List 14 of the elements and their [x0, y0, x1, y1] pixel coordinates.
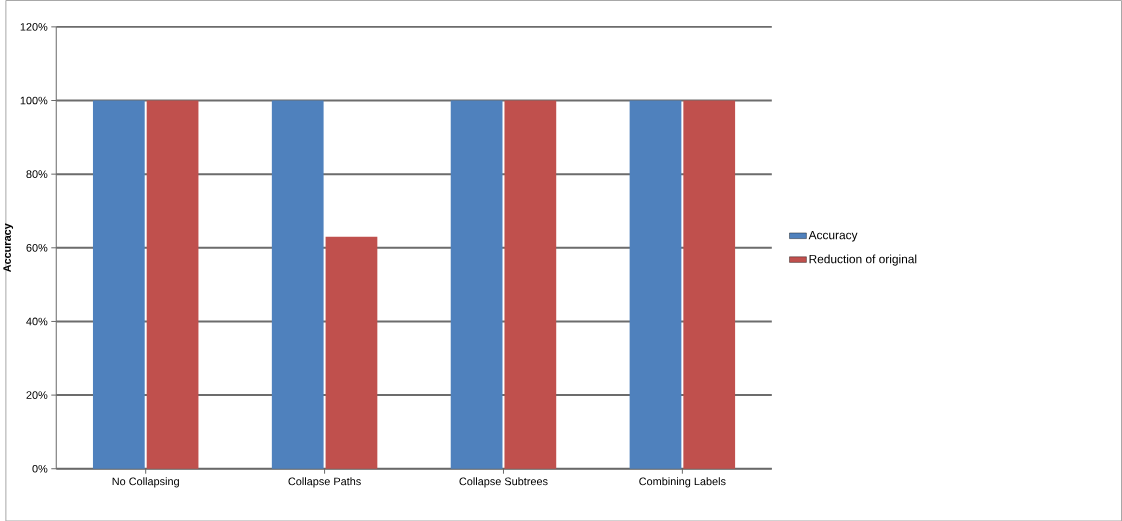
legend-label: Reduction of original — [809, 254, 917, 266]
y-tick-label: 100% — [20, 96, 48, 105]
y-tick-label: 40% — [26, 317, 48, 326]
y-tick-label: 0% — [32, 464, 48, 473]
x-tick-label: Collapse Paths — [288, 476, 361, 488]
x-tick-label: No Collapsing — [112, 476, 179, 488]
y-axis-title: Accuracy — [3, 223, 14, 272]
y-tick-label: 60% — [26, 243, 48, 252]
x-tick-label: Collapse Subtrees — [459, 476, 548, 488]
legend-label: Accuracy — [808, 230, 858, 242]
y-tick-label: 120% — [20, 22, 48, 31]
y-tick-label: 20% — [26, 391, 48, 399]
y-tick-label: 80% — [26, 170, 48, 178]
x-tick-label: Combining Labels — [639, 476, 726, 488]
